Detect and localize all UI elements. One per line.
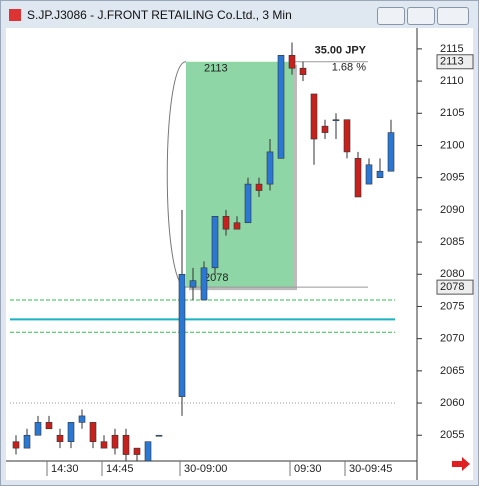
y-tick-label: 2055 (440, 429, 464, 441)
candle-body (67, 422, 75, 442)
candle-body (211, 216, 219, 269)
candle-body (178, 273, 186, 397)
candle-body (133, 447, 141, 455)
candle-body (100, 441, 108, 449)
candle-body (78, 415, 86, 423)
candle-body (189, 280, 197, 288)
y-tick-label: 2100 (440, 139, 464, 151)
candle-body (56, 434, 64, 442)
price-marker-box (436, 279, 474, 295)
candle-body (222, 216, 230, 230)
y-tick-label: 2075 (440, 300, 464, 312)
candle-body (288, 55, 296, 69)
y-tick-label: 2070 (440, 333, 464, 345)
x-tick-label: 14:45 (106, 463, 134, 475)
candle-body (365, 164, 373, 185)
candle-body (255, 183, 263, 191)
price-marker-label: 2078 (440, 281, 464, 293)
y-tick-label: 2090 (440, 204, 464, 216)
title-bar: S.JP.J3086 - J.FRONT RETAILING Co.Ltd., … (1, 1, 478, 29)
candle-body (89, 422, 97, 442)
candle-body (45, 422, 53, 430)
x-tick-label: 14:30 (51, 463, 79, 475)
candle-body (321, 125, 329, 133)
measure-bracket (166, 61, 187, 288)
candle-body (376, 170, 384, 178)
candle-body (12, 441, 20, 449)
candle-body (310, 93, 318, 140)
candle-body (122, 434, 130, 455)
measure-low-label: 2078 (204, 272, 228, 284)
candle-body (244, 183, 252, 224)
measure-change: 35.00 JPY (315, 45, 367, 57)
app-icon (9, 9, 21, 21)
candle-body (299, 67, 307, 75)
y-tick-label: 2080 (440, 268, 464, 280)
candle-body (200, 267, 208, 301)
y-tick-label: 2095 (440, 172, 464, 184)
measure-percent: 1.68 % (332, 62, 366, 74)
scroll-arrow[interactable] (452, 457, 470, 471)
candle-body (155, 434, 163, 437)
maximize-button[interactable] (407, 7, 435, 25)
y-tick-label: 2085 (440, 236, 464, 248)
x-tick-label: 30-09:00 (184, 463, 227, 475)
y-tick-label: 2115 (440, 43, 464, 55)
price-marker-label: 2113 (440, 56, 464, 68)
y-tick-label: 2110 (440, 75, 464, 87)
candle-body (343, 119, 351, 153)
candle-body (233, 222, 241, 230)
y-tick-label: 2105 (440, 107, 464, 119)
y-tick-label: 2065 (440, 365, 464, 377)
candle-body (387, 132, 395, 172)
x-tick-label: 09:30 (294, 463, 322, 475)
candle-body (277, 55, 285, 159)
candle-body (111, 434, 119, 449)
candle-body (34, 422, 42, 436)
window-title: S.JP.J3086 - J.FRONT RETAILING Co.Ltd., … (27, 8, 292, 22)
y-tick-label: 2060 (440, 397, 464, 409)
price-marker-box (436, 54, 474, 70)
candle-body (144, 441, 152, 462)
minimize-button[interactable] (377, 7, 405, 25)
candle-body (354, 158, 362, 198)
close-button[interactable] (437, 7, 469, 25)
candle-body (23, 434, 31, 449)
measure-box (186, 61, 294, 288)
measure-high-label: 2113 (204, 63, 228, 75)
candle-body (266, 151, 274, 185)
candle-body (332, 119, 340, 122)
x-tick-label: 30-09:45 (349, 463, 392, 475)
